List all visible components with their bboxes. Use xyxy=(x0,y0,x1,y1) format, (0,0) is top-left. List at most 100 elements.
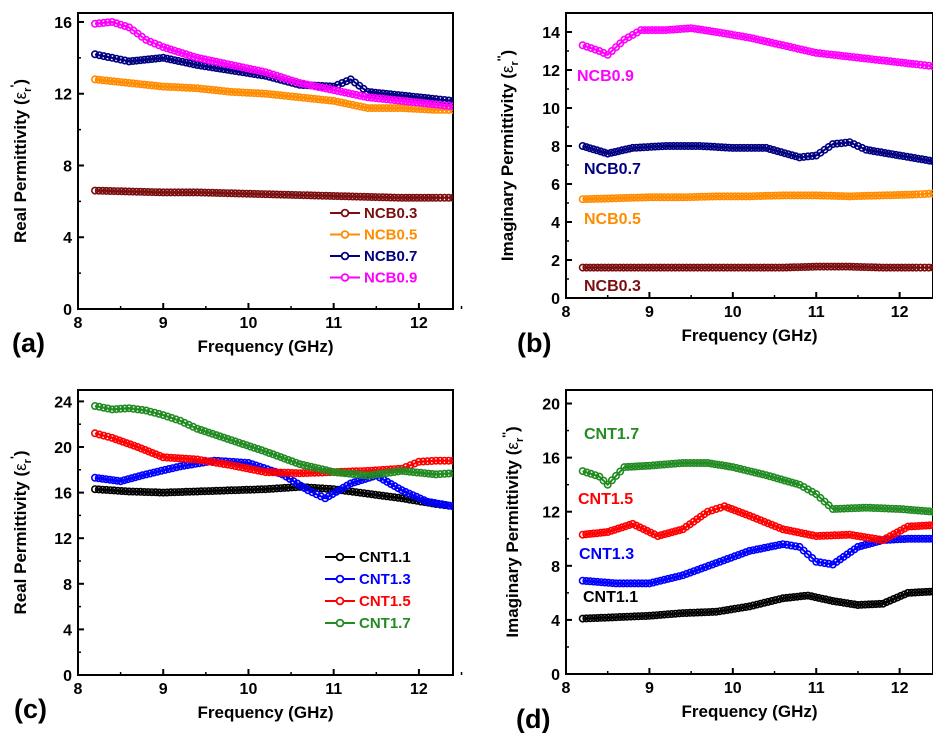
data-point xyxy=(608,579,617,588)
data-point xyxy=(170,188,179,197)
data-point xyxy=(440,456,449,465)
data-point xyxy=(390,467,399,476)
data-point xyxy=(864,533,873,542)
data-point xyxy=(895,504,904,513)
data-point xyxy=(318,191,327,200)
data-point xyxy=(731,506,740,515)
data-point xyxy=(780,476,789,485)
legend-label: CNT1.7 xyxy=(359,615,411,632)
data-point xyxy=(238,189,247,198)
data-point xyxy=(363,471,372,480)
data-point xyxy=(257,485,266,494)
plot-frame xyxy=(77,389,454,676)
data-point xyxy=(348,192,357,201)
data-point xyxy=(819,531,828,540)
data-point xyxy=(416,98,425,107)
data-point xyxy=(371,94,380,103)
data-point xyxy=(756,599,765,608)
data-point xyxy=(420,193,429,202)
data-point xyxy=(645,193,654,202)
data-point xyxy=(174,83,183,92)
data-point xyxy=(752,514,761,523)
data-point xyxy=(830,50,839,59)
data-point xyxy=(265,468,274,477)
data-point xyxy=(287,190,296,199)
data-point xyxy=(280,468,289,477)
data-point xyxy=(865,503,874,512)
data-point xyxy=(250,89,259,98)
data-point xyxy=(250,65,259,74)
series-line-CNT1.7 xyxy=(582,462,933,513)
data-point xyxy=(110,486,119,495)
data-point xyxy=(375,193,384,202)
data-point xyxy=(163,54,172,63)
data-point xyxy=(394,91,403,100)
data-point xyxy=(789,263,798,272)
data-point xyxy=(180,418,189,427)
data-point xyxy=(920,263,929,272)
data-point xyxy=(700,458,709,467)
data-point xyxy=(287,92,296,101)
data-point xyxy=(793,263,802,272)
data-point xyxy=(363,489,372,498)
data-point xyxy=(778,540,787,549)
data-point xyxy=(178,83,187,92)
data-point xyxy=(741,33,750,42)
data-point xyxy=(845,138,854,147)
data-point xyxy=(208,486,217,495)
data-point xyxy=(771,263,780,272)
data-point xyxy=(586,195,595,204)
data-point xyxy=(675,572,684,581)
panel-label: (d) xyxy=(516,704,550,733)
data-point xyxy=(185,454,194,463)
data-point xyxy=(665,142,674,151)
data-point xyxy=(663,460,672,469)
data-point xyxy=(678,263,687,272)
data-point xyxy=(586,614,595,623)
data-point xyxy=(867,534,876,543)
data-point xyxy=(227,66,236,75)
x-axis-title: Frequency (GHz) xyxy=(197,337,333,356)
data-point xyxy=(804,47,813,56)
data-point xyxy=(382,492,391,501)
data-point xyxy=(578,467,587,476)
legend-label: CNT1.3 xyxy=(359,571,411,588)
data-point xyxy=(431,105,440,114)
data-point xyxy=(200,427,209,436)
data-point xyxy=(672,25,681,34)
data-point xyxy=(652,263,661,272)
data-point xyxy=(272,71,281,80)
data-point xyxy=(287,468,296,477)
y-tick-label: 8 xyxy=(551,559,560,576)
data-point xyxy=(440,193,449,202)
data-point xyxy=(815,262,824,271)
data-point xyxy=(621,522,630,531)
data-point xyxy=(789,527,798,536)
data-point xyxy=(786,526,795,535)
data-point xyxy=(854,503,863,512)
data-point xyxy=(718,461,727,470)
data-point xyxy=(899,505,908,514)
x-tick-label: 10 xyxy=(240,681,258,698)
data-point xyxy=(176,416,185,425)
data-point xyxy=(608,613,617,622)
data-point xyxy=(356,91,365,100)
data-point xyxy=(871,191,880,200)
data-point xyxy=(394,467,403,476)
data-point xyxy=(378,89,387,98)
data-point xyxy=(185,59,194,68)
data-point xyxy=(634,579,643,588)
data-point xyxy=(741,510,750,519)
data-point xyxy=(803,591,812,600)
data-point xyxy=(431,456,440,465)
data-point xyxy=(440,469,449,478)
data-point xyxy=(159,188,168,197)
data-point xyxy=(103,404,112,413)
data-point xyxy=(675,526,684,535)
data-point xyxy=(749,34,758,43)
data-point xyxy=(823,50,832,59)
y-tick-label: 12 xyxy=(54,531,72,548)
data-point xyxy=(146,37,155,46)
data-point xyxy=(827,191,836,200)
series-group xyxy=(578,458,933,623)
